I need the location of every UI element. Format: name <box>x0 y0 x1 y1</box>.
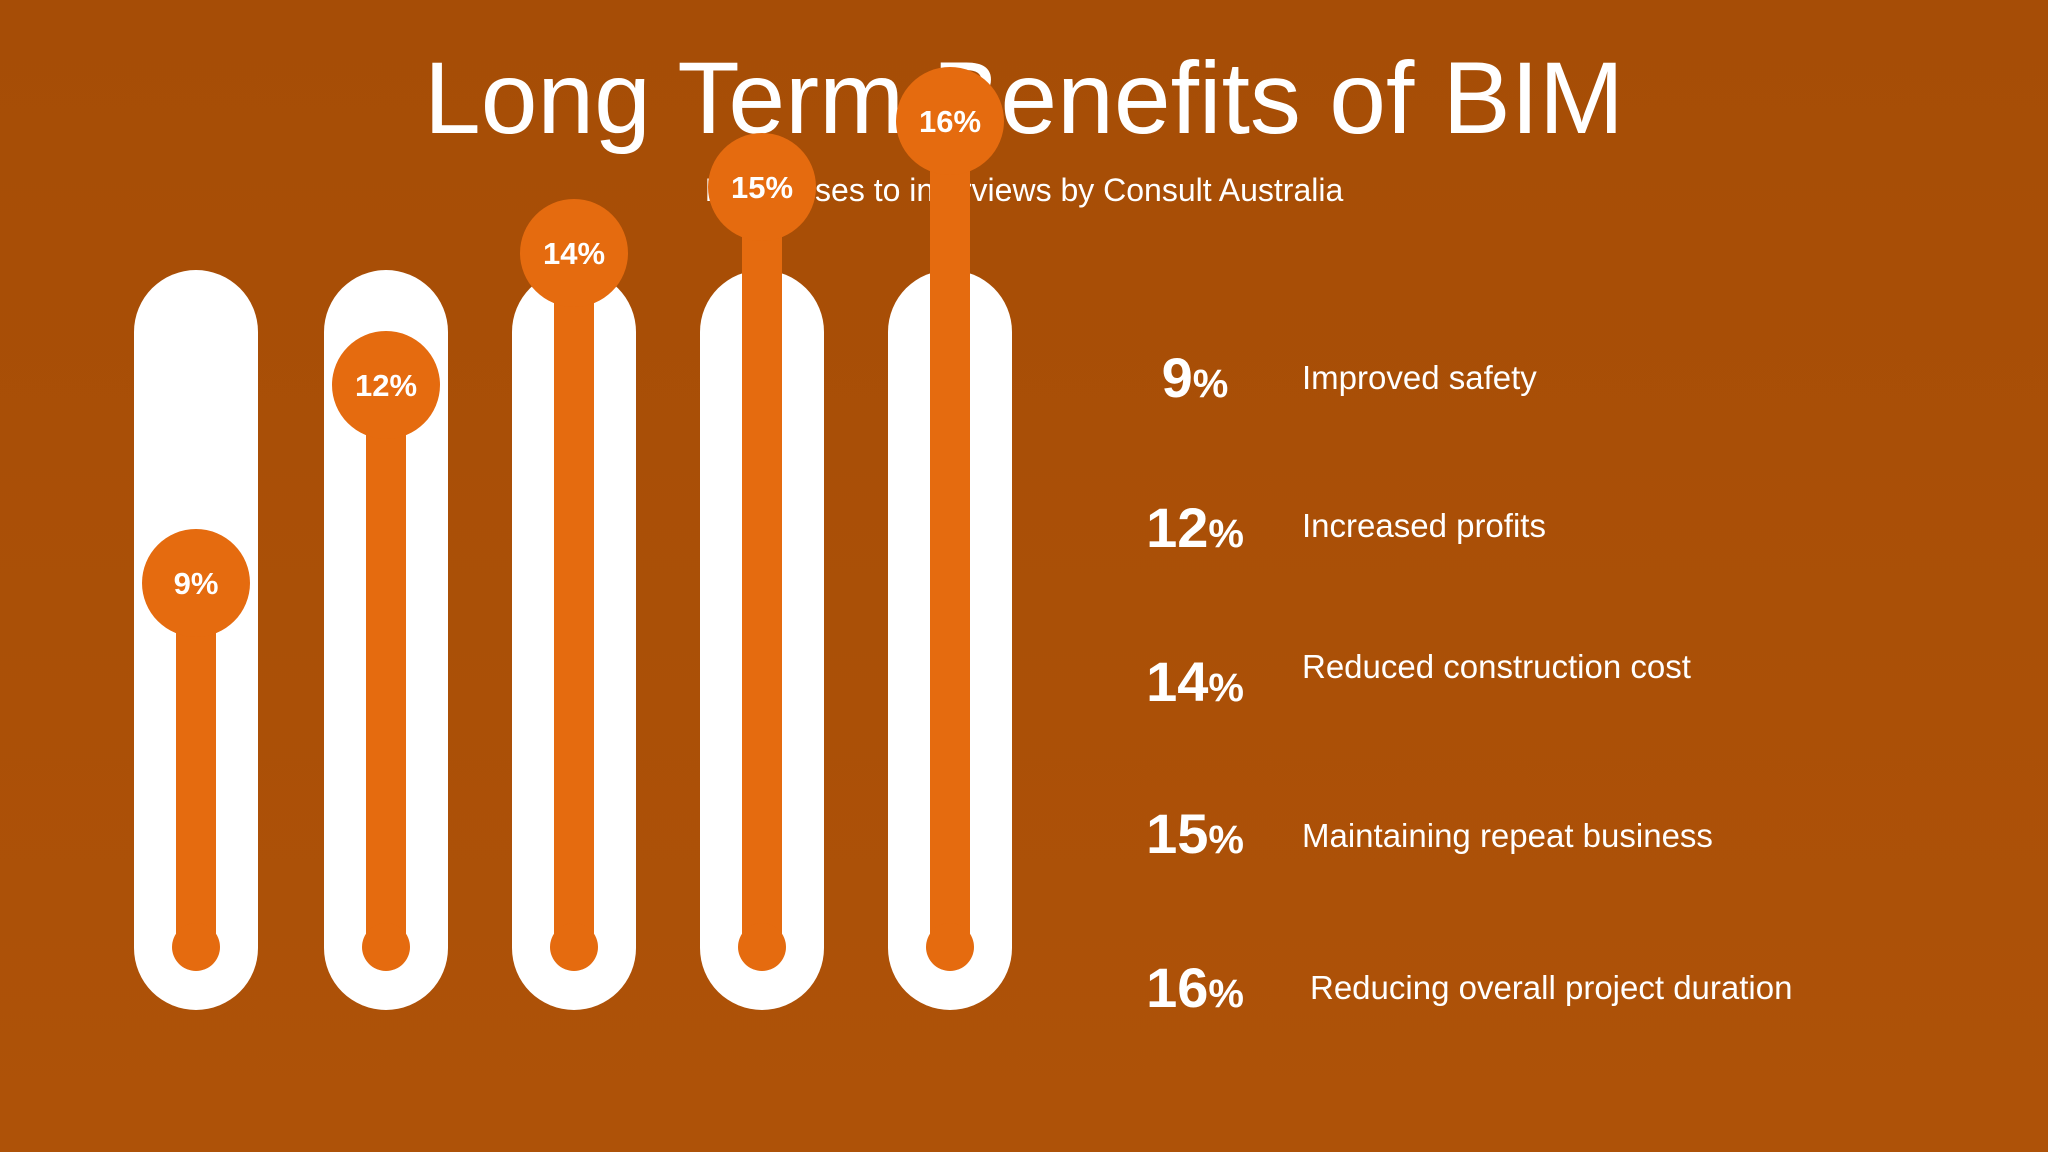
thermometer-bulb-increased-profits <box>362 923 410 971</box>
thermometer-bulb-improved-safety <box>172 923 220 971</box>
thermometer-bulb-maintaining-repeat-business <box>738 923 786 971</box>
thermometer-fill-reducing-overall-project-duration <box>930 121 970 947</box>
legend-label-improved-safety: Improved safety <box>1302 359 1537 396</box>
thermometer-fill-reduced-construction-cost <box>554 253 594 947</box>
thermometer-chart: 9% 12% 14% 15% 16% <box>134 67 1012 1010</box>
thermometer-maintaining-repeat-business: 15% <box>700 133 824 1010</box>
legend-value-increased-profits: 12% <box>1146 496 1244 559</box>
legend-value-maintaining-repeat-business: 15% <box>1146 802 1244 865</box>
legend-label-maintaining-repeat-business: Maintaining repeat business <box>1302 817 1713 854</box>
legend-value-improved-safety: 9% <box>1161 346 1229 409</box>
thermometer-fill-maintaining-repeat-business <box>742 187 782 947</box>
thermometer-head-improved-safety <box>142 529 250 637</box>
legend-label-increased-profits: Increased profits <box>1302 507 1546 544</box>
thermometer-reducing-overall-project-duration: 16% <box>888 67 1012 1010</box>
legend-label-reduced-construction-cost: Reduced construction cost <box>1302 648 1691 685</box>
thermometer-head-increased-profits <box>332 331 440 439</box>
thermometer-bulb-reducing-overall-project-duration <box>926 923 974 971</box>
thermometer-increased-profits: 12% <box>324 270 448 1010</box>
data-label-increased-profits: 12% <box>355 368 417 403</box>
data-label-reducing-overall-project-duration: 16% <box>919 104 981 139</box>
chart-title: Long Term Benefits of BIM <box>423 41 1625 155</box>
thermometer-improved-safety: 9% <box>134 270 258 1010</box>
data-label-reduced-construction-cost: 14% <box>543 236 605 271</box>
legend-label-reducing-project-duration: Reducing overall project duration <box>1310 969 1793 1006</box>
thermometer-head-reduced-construction-cost <box>520 199 628 307</box>
thermometer-reduced-construction-cost: 14% <box>512 199 636 1010</box>
legend-value-reduced-construction-cost: 14% <box>1146 650 1244 713</box>
thermometer-head-maintaining-repeat-business <box>708 133 816 241</box>
data-label-maintaining-repeat-business: 15% <box>731 170 793 205</box>
thermometer-fill-increased-profits <box>366 385 406 947</box>
thermometer-fill-improved-safety <box>176 583 216 947</box>
legend-value-reducing-project-duration: 16% <box>1146 956 1244 1019</box>
thermometer-bulb-reduced-construction-cost <box>550 923 598 971</box>
data-label-improved-safety: 9% <box>174 566 219 601</box>
thermometer-head-reducing-overall-project-duration <box>896 67 1004 175</box>
